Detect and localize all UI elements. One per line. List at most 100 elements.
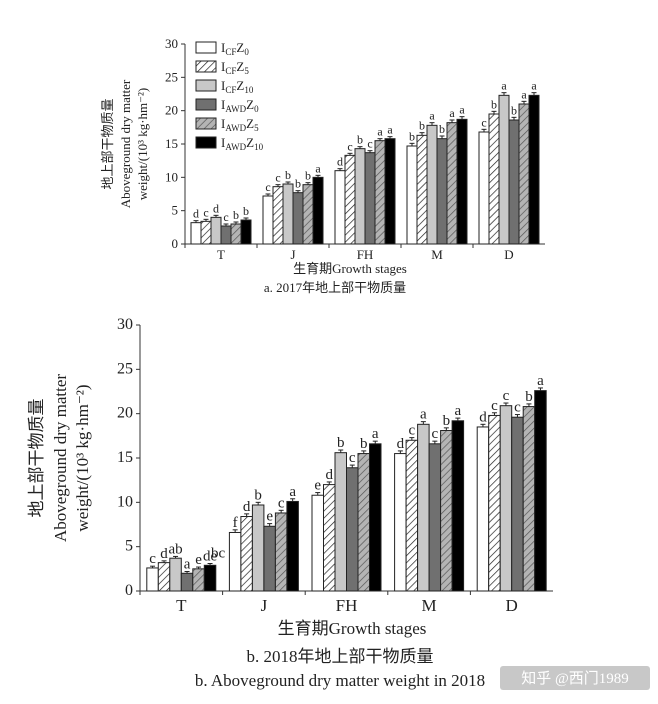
significance-letter: b xyxy=(511,103,517,117)
significance-letter: d xyxy=(397,436,405,452)
bar-ICFZ10-T xyxy=(169,557,182,592)
bar-IAWDZ10-M xyxy=(451,420,465,592)
significance-letter: a xyxy=(537,373,544,389)
y-tick-label: 20 xyxy=(117,405,133,422)
bar-IAWDZ10-J xyxy=(312,176,324,245)
y-axis-label-cn: 地上部干物质量 xyxy=(100,98,115,189)
significance-letter: b xyxy=(491,97,497,111)
y-axis-label-en-line1: Aboveground dry matter xyxy=(118,79,133,208)
bar-IAWDZ10-T xyxy=(240,219,252,245)
significance-letter: e xyxy=(266,509,273,525)
bar-ICFZ5-M xyxy=(405,439,419,592)
chart-caption: a. 2017年地上部干物质量 xyxy=(264,280,406,295)
bar-IAWDZ0-M xyxy=(436,138,448,245)
bar-IAWDZ0-J xyxy=(292,192,304,245)
bar-IAWDZ0-FH xyxy=(364,152,376,245)
bar-IAWDZ5-T xyxy=(230,223,242,245)
y-tick-label: 15 xyxy=(117,449,133,466)
significance-letter: b xyxy=(409,129,415,143)
bar-IAWDZ0-J xyxy=(263,525,276,592)
x-tick-label: J xyxy=(261,596,268,615)
bar-ICFZ10-T xyxy=(210,216,222,245)
bar-IAWDZ5-D xyxy=(518,103,530,245)
significance-letter: e xyxy=(195,552,202,568)
significance-letter: a xyxy=(289,484,296,500)
significance-letter: c xyxy=(265,180,270,194)
x-tick-label: M xyxy=(431,247,443,262)
bar-IAWDZ10-D xyxy=(528,94,540,245)
legend-label: IAWDZ10 xyxy=(221,135,264,152)
significance-letter: c xyxy=(349,450,356,466)
bar-IAWDZ0-T xyxy=(180,572,194,592)
significance-letter: ab xyxy=(168,541,182,557)
significance-letter: a xyxy=(372,426,379,442)
legend: ICFZ0 ICFZ5 ICFZ10 IAWDZ0 IAWDZ5 IAWDZ10 xyxy=(195,40,264,152)
significance-letter: b xyxy=(525,389,533,405)
significance-letter: a xyxy=(521,87,527,101)
bar-ICFZ0-FH xyxy=(334,170,346,245)
y-tick-label: 10 xyxy=(165,169,178,184)
legend-swatch xyxy=(195,98,217,111)
watermark: 知乎 @西门1989 xyxy=(500,666,650,690)
bar-ICFZ0-FH xyxy=(311,494,324,592)
legend-label: ICFZ5 xyxy=(221,59,249,76)
legend-label: ICFZ0 xyxy=(221,40,249,57)
bar-ICFZ10-M xyxy=(417,423,430,592)
bar-ICFZ10-FH xyxy=(354,148,366,245)
significance-letter: a xyxy=(184,556,191,572)
significance-letter: de xyxy=(203,549,218,565)
bar-ICFZ0-D xyxy=(476,426,490,592)
x-tick-label: T xyxy=(176,596,187,615)
significance-letter: b xyxy=(439,122,445,136)
bar-ICFZ0-T xyxy=(146,567,159,592)
significance-letter: d xyxy=(326,467,334,483)
bar-ICFZ0-M xyxy=(394,453,407,592)
significance-letter: c xyxy=(347,139,352,153)
bar-ICFZ5-M xyxy=(416,134,428,245)
watermark-text: 知乎 @西门1989 xyxy=(521,670,629,687)
y-tick-label: 5 xyxy=(172,203,179,218)
significance-letter: e xyxy=(314,478,321,494)
significance-letter: b xyxy=(360,436,368,452)
significance-letter: d xyxy=(479,409,487,425)
bar-IAWDZ0-D xyxy=(508,119,520,245)
bar-ICFZ0-J xyxy=(228,531,242,592)
significance-letter: b xyxy=(285,168,291,182)
bar-IAWDZ5-FH xyxy=(357,453,370,592)
significance-letter: c xyxy=(503,388,510,404)
bar-ICFZ0-J xyxy=(262,195,274,245)
bar-IAWDZ10-M xyxy=(456,118,468,245)
x-tick-label: T xyxy=(217,247,225,262)
bar-ICFZ10-D xyxy=(498,94,510,245)
bar-IAWDZ10-FH xyxy=(384,138,396,245)
bar-IAWDZ5-M xyxy=(446,122,458,245)
legend-label: ICFZ10 xyxy=(221,78,254,95)
significance-letter: a xyxy=(449,106,455,120)
y-tick-label: 30 xyxy=(165,36,178,51)
significance-letter: b xyxy=(254,487,262,503)
significance-letter: a xyxy=(420,407,427,423)
bar-ICFZ0-M xyxy=(406,145,418,245)
bar-ICFZ5-FH xyxy=(323,484,336,592)
significance-letter: a xyxy=(315,161,321,175)
x-tick-label: D xyxy=(504,247,513,262)
significance-letter: b xyxy=(443,413,451,429)
bar-ICFZ10-FH xyxy=(334,452,347,592)
significance-letter: c xyxy=(278,495,285,511)
y-tick-label: 20 xyxy=(165,103,178,118)
significance-letter: d xyxy=(160,546,168,562)
y-axis-label-en-line2: weight/(10³ kg·hm⁻²) xyxy=(135,88,150,201)
significance-letter: a xyxy=(387,123,393,137)
significance-letter: d xyxy=(243,499,251,515)
bar-ICFZ5-T xyxy=(157,562,171,592)
bar-IAWDZ0-FH xyxy=(346,467,359,592)
significance-letter: b xyxy=(243,204,249,218)
significance-letter: a xyxy=(377,125,383,139)
bar-IAWDZ5-J xyxy=(274,512,288,592)
significance-letter: a xyxy=(429,109,435,123)
y-tick-label: 0 xyxy=(125,582,133,599)
legend-swatch xyxy=(195,41,217,54)
bar-IAWDZ5-T xyxy=(192,568,205,592)
